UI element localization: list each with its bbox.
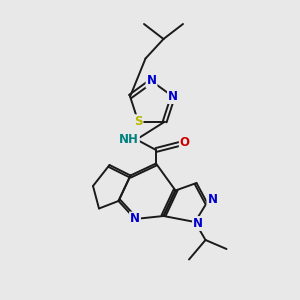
Text: N: N	[146, 74, 157, 88]
Text: N: N	[193, 217, 203, 230]
Text: NH: NH	[119, 133, 139, 146]
Text: N: N	[130, 212, 140, 226]
Text: N: N	[207, 193, 218, 206]
Text: O: O	[180, 136, 190, 149]
Text: N: N	[168, 90, 178, 103]
Text: S: S	[134, 115, 142, 128]
